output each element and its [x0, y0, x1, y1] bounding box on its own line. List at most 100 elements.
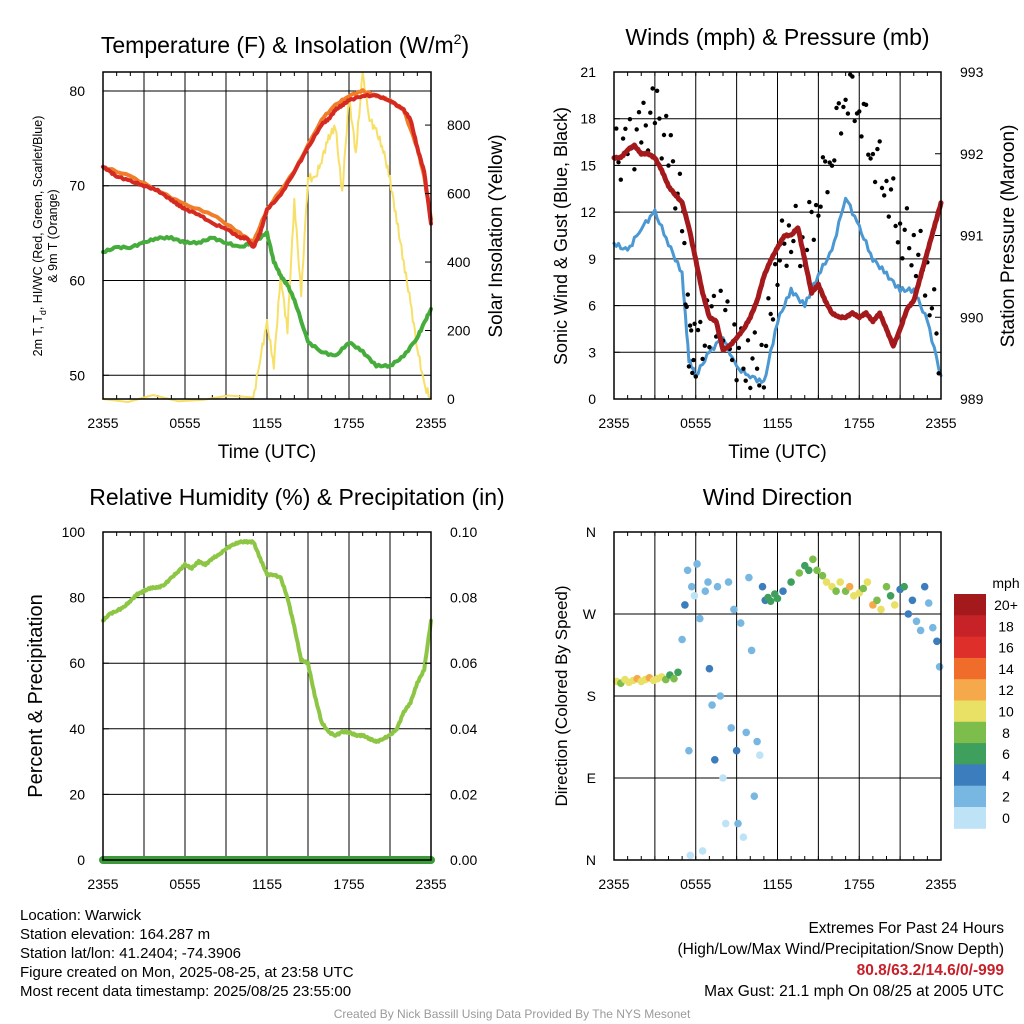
- colorbar-swatch: [954, 785, 986, 808]
- x-tick-label: 2355: [415, 415, 446, 431]
- gust-point: [911, 232, 916, 238]
- gust-point: [718, 288, 723, 293]
- direction-point: [704, 578, 712, 586]
- panel-3-frame: [102, 531, 432, 861]
- direction-point: [809, 555, 817, 564]
- direction-point: [805, 566, 813, 575]
- direction-point: [683, 566, 692, 575]
- gust-point: [692, 321, 697, 326]
- gust-point: [702, 343, 707, 348]
- gust-point: [916, 252, 921, 257]
- y-tick-label: 70: [69, 178, 85, 194]
- gust-point: [902, 227, 907, 232]
- gust-point: [863, 102, 869, 108]
- gust-point: [666, 163, 671, 168]
- y-tick-label: 21: [580, 64, 596, 80]
- gust-point: [679, 229, 685, 234]
- gust-point: [654, 88, 660, 94]
- direction-point: [736, 619, 745, 627]
- gust-point: [929, 306, 935, 311]
- gust-point: [784, 263, 789, 268]
- panel-1-grid: 2355 0555 1155 1755 2355: [87, 72, 447, 431]
- y-tick-label: 60: [69, 273, 85, 289]
- x-tick-label: 1755: [844, 876, 875, 892]
- gust-point: [709, 304, 714, 309]
- series-sonic-wind-line: [612, 196, 943, 384]
- direction-point: [739, 833, 748, 841]
- y-right-tick-label: 993: [960, 64, 984, 80]
- gust-point: [857, 109, 862, 114]
- x-tick-label: 1155: [762, 876, 792, 892]
- gust-point: [664, 113, 669, 119]
- y-tick-label: 6: [588, 298, 596, 314]
- gust-point: [686, 364, 692, 369]
- direction-point: [708, 701, 716, 709]
- direction-point: [908, 596, 917, 605]
- x-tick-label: 2355: [87, 415, 118, 431]
- station-elevation: Station elevation: 164.287 m: [20, 926, 211, 943]
- colorbar-swatch: [954, 764, 986, 787]
- data-timestamp: Most recent data timestamp: 2025/08/25 2…: [20, 983, 352, 1000]
- gust-point: [936, 371, 941, 376]
- gust-point: [798, 263, 803, 269]
- gust-point: [698, 319, 703, 325]
- x-tick-label: 0555: [680, 415, 711, 431]
- gust-point: [811, 237, 816, 242]
- gust-point: [836, 101, 841, 106]
- colorbar-swatch: [954, 700, 986, 723]
- x-tick-label: 1755: [333, 876, 364, 892]
- direction-point: [732, 746, 741, 755]
- gust-point: [745, 338, 751, 343]
- y-tick-label: 3: [588, 344, 596, 360]
- y-right-tick-label: 990: [960, 309, 984, 325]
- gust-point: [859, 134, 864, 139]
- gust-point: [843, 97, 848, 103]
- panel-3-grid: 2355 0555 1155 1755 2355: [87, 532, 447, 892]
- direction-point: [779, 587, 787, 595]
- gust-point: [879, 185, 885, 191]
- y-right-tick-label: 0.06: [450, 655, 477, 671]
- y-right-tick-label: 0.04: [450, 721, 477, 737]
- gust-point: [882, 193, 887, 198]
- direction-point: [713, 582, 722, 591]
- direction-point: [904, 610, 913, 618]
- gust-point: [736, 345, 742, 351]
- gust-point: [913, 273, 919, 279]
- gust-point: [661, 132, 667, 138]
- gust-point: [891, 176, 896, 181]
- direction-point: [766, 597, 775, 605]
- y-tick-label: 100: [62, 524, 86, 540]
- gust-point: [768, 311, 773, 317]
- gust-point: [832, 158, 837, 163]
- gust-point: [820, 155, 826, 160]
- gust-point: [632, 167, 637, 172]
- gust-point: [650, 86, 655, 91]
- direction-point: [687, 582, 696, 591]
- gust-point: [922, 293, 928, 298]
- colorbar-label: 10: [998, 704, 1014, 720]
- direction-point: [832, 587, 840, 595]
- colorbar-unit: mph: [992, 575, 1019, 591]
- gust-point: [684, 304, 689, 309]
- gust-point: [850, 74, 855, 79]
- y-axis-label: Percent & Precipitation: [25, 594, 47, 797]
- direction-point: [933, 637, 941, 646]
- colorbar-label: 16: [998, 640, 1014, 656]
- colorbar-label: 6: [1002, 746, 1010, 762]
- gust-point: [707, 345, 712, 350]
- station-location: Location: Warwick: [20, 907, 142, 924]
- colorbar-swatch: [954, 657, 986, 680]
- gust-point: [852, 118, 857, 124]
- direction-point: [929, 623, 937, 632]
- gust-point: [748, 385, 753, 391]
- y-tick-label: 60: [69, 655, 85, 671]
- gust-point: [779, 218, 785, 223]
- gust-point: [618, 177, 623, 182]
- gust-point: [634, 127, 639, 132]
- gust-point: [700, 356, 705, 362]
- direction-point: [753, 737, 761, 746]
- gust-point: [868, 156, 873, 161]
- y-right-tick-label: 989: [960, 391, 984, 407]
- gust-point: [614, 126, 619, 131]
- chart-title: Temperature (F) & Insolation (W/m2): [101, 31, 469, 58]
